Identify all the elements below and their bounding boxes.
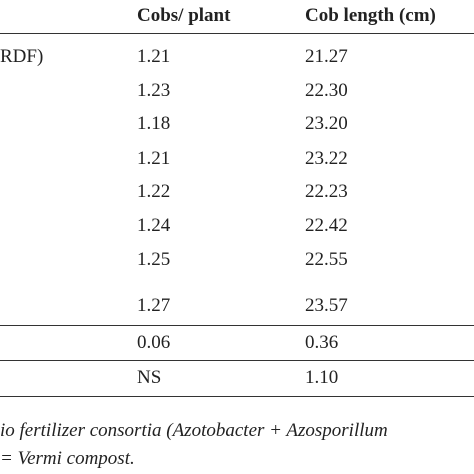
column-header: Cobs/ plant [137, 5, 231, 26]
cell-value: 23.20 [305, 113, 348, 134]
cell-value: 23.22 [305, 148, 348, 169]
cell-value: 1.21 [137, 148, 171, 169]
summary-value: NS [137, 367, 162, 388]
summary-value: 1.10 [305, 367, 339, 388]
cell-value: 22.23 [305, 181, 348, 202]
cell-value: 1.24 [137, 215, 171, 236]
summary-value: 0.36 [305, 332, 339, 353]
cell-value: 1.22 [137, 181, 171, 202]
cell-value: 1.23 [137, 80, 171, 101]
cell-value: 22.42 [305, 215, 348, 236]
footnote: = Vermi compost. [0, 448, 135, 469]
cell-value: 1.18 [137, 113, 171, 134]
cell-value: 1.21 [137, 46, 171, 67]
bottom-rule [0, 396, 474, 397]
footnote: io fertilizer consortia (Azotobacter + A… [0, 420, 388, 441]
cell-value: 22.55 [305, 249, 348, 270]
cell-value: 22.30 [305, 80, 348, 101]
cell-value: 1.27 [137, 295, 171, 316]
cell-value: 1.25 [137, 249, 171, 270]
cell-value: 21.27 [305, 46, 348, 67]
summary-rule [0, 360, 474, 361]
header-rule [0, 33, 474, 34]
body-rule [0, 325, 474, 326]
summary-value: 0.06 [137, 332, 171, 353]
cell-value: 23.57 [305, 295, 348, 316]
column-header: Cob length (cm) [305, 5, 436, 26]
row-label: RDF) [0, 46, 44, 67]
